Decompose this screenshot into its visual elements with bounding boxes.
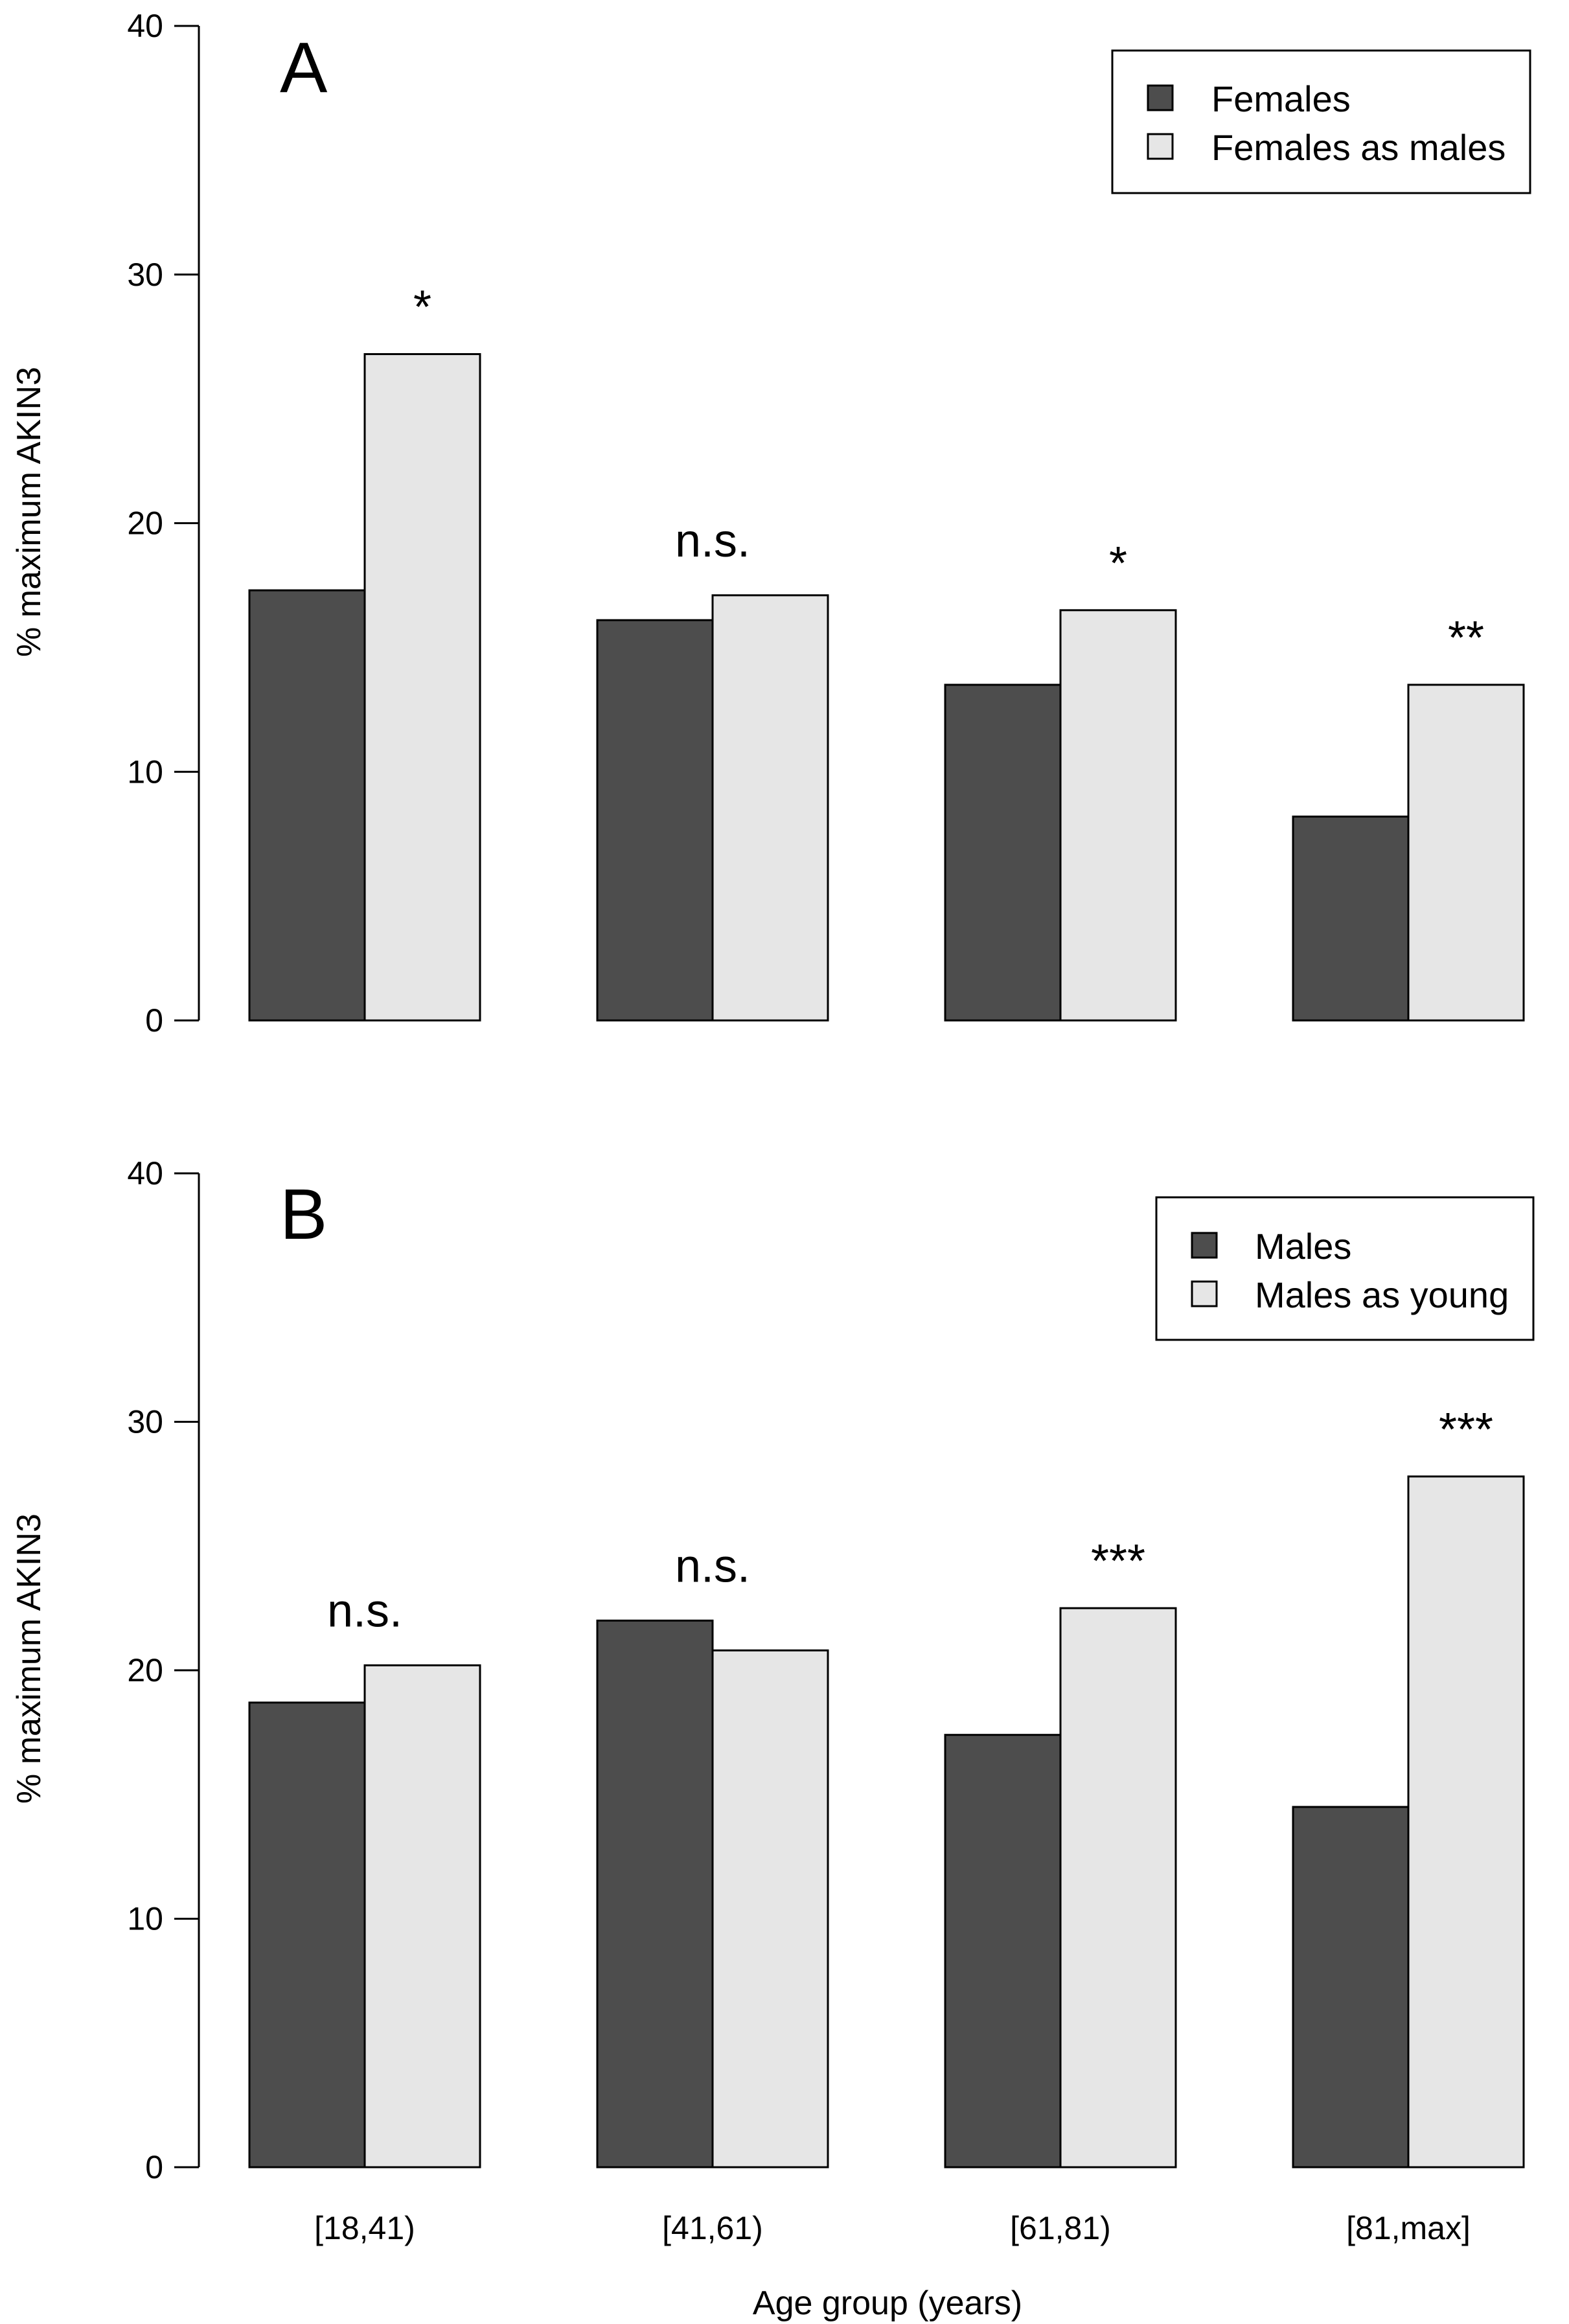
legend-label-b-0: Males <box>1255 1226 1351 1267</box>
x-axis-title: Age group (years) <box>753 2284 1022 2322</box>
legend-box-a <box>1111 49 1531 194</box>
bar-b-[41,61)-Males-as-young <box>711 1649 829 2169</box>
significance-label-b-1: n.s. <box>675 1540 750 1592</box>
legend-swatch-b-0 <box>1191 1232 1218 1259</box>
x-tick-label-2: [61,81) <box>1010 2210 1111 2246</box>
bar-b-[81,max]-Males-as-young <box>1407 1475 1525 2169</box>
y-axis-title-a: % maximum AKIN3 <box>10 367 48 657</box>
bar-b-[61,81)-Males-as-young <box>1059 1607 1177 2169</box>
legend-swatch-a-0 <box>1147 84 1174 111</box>
y-tick-label-b-3: 30 <box>127 1404 163 1440</box>
significance-label-a-2: * <box>1109 538 1127 590</box>
bar-b-[18,41)-Males <box>248 1701 366 2169</box>
legend-swatch-b-1 <box>1191 1280 1218 1307</box>
y-tick-label-a-0: 0 <box>145 1002 163 1039</box>
y-axis-b: 0 10 20 30 40 <box>127 1155 200 2185</box>
legend-swatch-a-1 <box>1147 133 1174 160</box>
significance-label-b-2: *** <box>1091 1536 1145 1587</box>
bars-a <box>248 353 1525 1022</box>
bar-a-[18,41)-Females <box>248 589 366 1022</box>
bar-a-[41,61)-Females <box>596 619 714 1022</box>
bars-b <box>248 1475 1525 2169</box>
bar-a-[61,81)-Females <box>944 684 1062 1022</box>
y-tick-label-a-1: 10 <box>127 754 163 790</box>
significance-label-b-3: *** <box>1439 1404 1493 1456</box>
legend-a: Females Females as males <box>1111 49 1531 194</box>
panel-b: 0 10 20 30 40 % maximum AKIN3 B n.s. n.s. *** *… <box>10 1155 1535 2185</box>
bar-b-[41,61)-Males <box>596 1619 714 2169</box>
significance-label-a-0: * <box>413 282 431 334</box>
y-tick-label-b-0: 0 <box>145 2149 163 2185</box>
significance-label-a-1: n.s. <box>675 515 750 567</box>
y-axis-title-b: % maximum AKIN3 <box>10 1513 48 1804</box>
legend-label-b-1: Males as young <box>1255 1274 1509 1315</box>
panel-label-a: A <box>280 28 328 108</box>
x-tick-labels: [18,41) [41,61) [61,81) [81,max] <box>314 2210 1471 2246</box>
bar-a-[81,max]-Females <box>1292 815 1410 1022</box>
y-tick-label-b-4: 40 <box>127 1155 163 1191</box>
bar-a-[18,41)-Females-as-males <box>363 353 481 1022</box>
x-tick-label-0: [18,41) <box>314 2210 415 2246</box>
bar-b-[81,max]-Males <box>1292 1806 1410 2169</box>
bar-a-[41,61)-Females-as-males <box>711 594 829 1022</box>
y-tick-label-b-1: 10 <box>127 1901 163 1937</box>
x-tick-label-1: [41,61) <box>662 2210 763 2246</box>
legend-b: Males Males as young <box>1155 1196 1535 1341</box>
significance-label-b-0: n.s. <box>327 1585 402 1637</box>
bar-b-[18,41)-Males-as-young <box>363 1664 481 2169</box>
y-axis-a: 0 10 20 30 40 <box>127 8 200 1039</box>
y-tick-label-a-4: 40 <box>127 8 163 44</box>
x-tick-label-3: [81,max] <box>1346 2210 1471 2246</box>
significance-label-a-3: ** <box>1448 612 1484 664</box>
bar-a-[61,81)-Females-as-males <box>1059 609 1177 1022</box>
legend-box-b <box>1155 1196 1535 1341</box>
y-tick-label-a-3: 30 <box>127 257 163 293</box>
panel-label-b: B <box>280 1175 327 1254</box>
y-tick-label-a-2: 20 <box>127 505 163 542</box>
legend-label-a-1: Females as males <box>1211 127 1506 168</box>
bar-b-[61,81)-Males <box>944 1734 1062 2169</box>
y-tick-label-b-2: 20 <box>127 1652 163 1688</box>
significance-annotations-a: *n.s. *** <box>413 282 1484 664</box>
significance-annotations-b: n.s. n.s. *** *** <box>327 1404 1493 1637</box>
bar-a-[81,max]-Females-as-males <box>1407 684 1525 1022</box>
legend-label-a-0: Females <box>1211 78 1351 119</box>
